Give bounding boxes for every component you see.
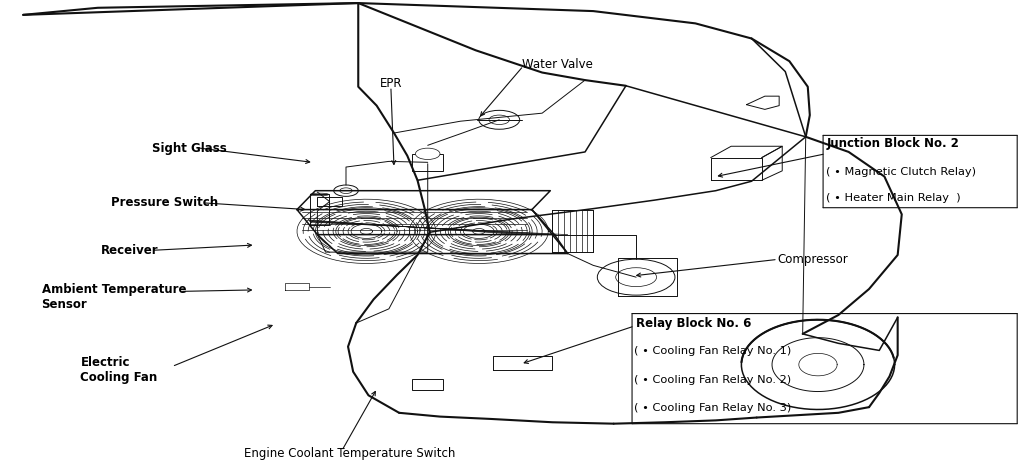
Text: Receiver: Receiver [101,244,159,257]
Text: ( • Magnetic Clutch Relay): ( • Magnetic Clutch Relay) [827,167,976,177]
Text: EPR: EPR [380,77,402,90]
Circle shape [616,268,657,287]
Text: Water Valve: Water Valve [522,58,592,71]
Text: Electric
Cooling Fan: Electric Cooling Fan [81,356,158,384]
Circle shape [489,115,509,125]
Bar [412,154,443,171]
Text: ( • Cooling Fan Relay No. 3): ( • Cooling Fan Relay No. 3) [634,403,792,413]
Circle shape [340,188,352,193]
Text: ( • Cooling Fan Relay No. 2): ( • Cooling Fan Relay No. 2) [634,375,791,385]
Circle shape [597,259,675,295]
Circle shape [479,110,520,129]
Text: Sight Glass: Sight Glass [151,142,227,155]
Circle shape [333,185,358,196]
Text: Junction Block No. 2: Junction Block No. 2 [827,137,959,150]
Circle shape [415,148,440,159]
Text: ( • Cooling Fan Relay No. 1): ( • Cooling Fan Relay No. 1) [634,346,792,356]
Ellipse shape [310,193,328,196]
Text: Relay Block No. 6: Relay Block No. 6 [636,317,752,329]
Text: Engine Coolant Temperature Switch: Engine Coolant Temperature Switch [243,447,455,460]
Text: Ambient Temperature
Sensor: Ambient Temperature Sensor [42,283,186,310]
Text: ( • Heater Main Relay  ): ( • Heater Main Relay ) [827,193,961,203]
Text: Pressure Switch: Pressure Switch [112,196,218,210]
Bar [412,379,443,390]
Text: Compressor: Compressor [777,253,848,266]
